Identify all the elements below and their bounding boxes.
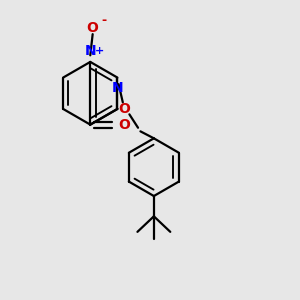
Text: N: N — [85, 44, 96, 58]
Text: +: + — [95, 46, 104, 56]
Text: O: O — [118, 118, 130, 132]
Text: O: O — [118, 102, 130, 116]
Text: N: N — [112, 81, 124, 95]
Text: -: - — [101, 14, 106, 27]
Text: O: O — [87, 21, 99, 34]
